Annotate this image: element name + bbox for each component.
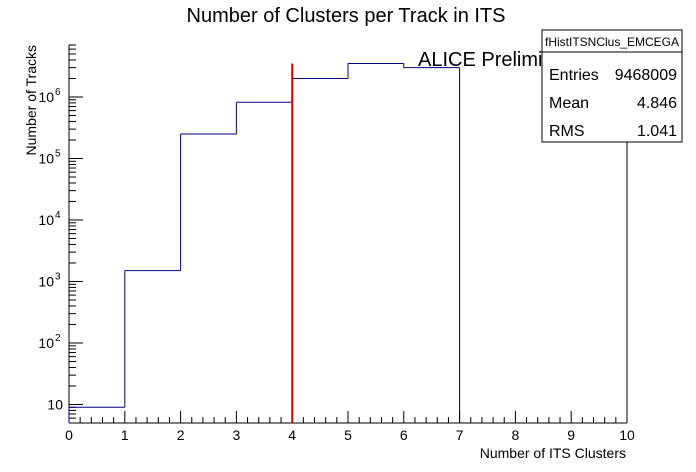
x-axis-label: Number of ITS Clusters <box>480 445 626 461</box>
stats-box-title: fHistITSNClus_EMCEGA <box>545 35 679 49</box>
x-tick-label: 10 <box>619 427 635 443</box>
stats-row-value: 4.846 <box>637 95 677 112</box>
chart-title: Number of Clusters per Track in ITS <box>187 5 506 27</box>
y-tick-exponent: 3 <box>55 271 61 282</box>
stats-row-label: RMS <box>549 123 585 140</box>
x-tick-label: 3 <box>233 427 241 443</box>
y-tick-exponent: 2 <box>55 333 61 344</box>
y-tick-exponent: 6 <box>55 87 61 98</box>
y-tick-exponent: 4 <box>55 210 61 221</box>
y-tick-label: 10 <box>38 212 54 228</box>
x-tick-label: 6 <box>400 427 408 443</box>
x-tick-label: 1 <box>121 427 129 443</box>
y-tick-exponent: 5 <box>55 148 61 159</box>
x-tick-label: 0 <box>65 427 73 443</box>
x-tick-label: 5 <box>344 427 352 443</box>
stats-box: fHistITSNClus_EMCEGA Entries 9468009 Mean 4.… <box>541 29 683 143</box>
alice-preliminary-label: ALICE Preliminary <box>418 49 581 71</box>
x-tick-label: 4 <box>288 427 296 443</box>
stats-row-label: Entries <box>549 67 599 84</box>
y-tick-label: 10 <box>38 335 54 351</box>
stats-row-value: 9468009 <box>615 67 677 84</box>
y-axis-label: Number of Tracks <box>23 45 39 155</box>
x-tick-label: 2 <box>177 427 185 443</box>
y-tick-label: 10 <box>47 396 63 412</box>
stats-box-frame <box>541 29 683 143</box>
x-tick-label: 9 <box>567 427 575 443</box>
stats-row-label: Mean <box>549 95 589 112</box>
stats-row-value: 1.041 <box>637 123 677 140</box>
x-tick-label: 7 <box>456 427 464 443</box>
y-tick-label: 10 <box>38 273 54 289</box>
y-tick-label: 10 <box>38 150 54 166</box>
x-tick-label: 8 <box>512 427 520 443</box>
y-tick-label: 10 <box>38 89 54 105</box>
